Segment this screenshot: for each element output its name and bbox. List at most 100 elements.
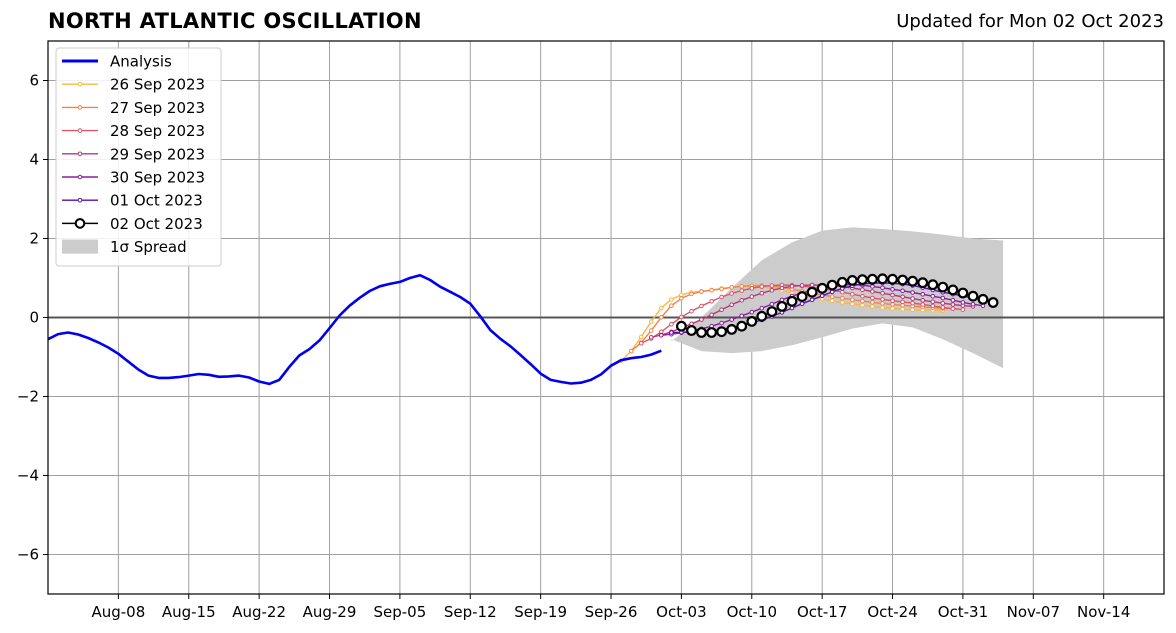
forecast-point-0-29 xyxy=(910,307,915,313)
legend-swatch-8 xyxy=(62,239,98,254)
forecast-point-0-24 xyxy=(860,302,865,308)
forecast-series xyxy=(618,280,996,364)
legend-item-7: 02 Oct 2023 xyxy=(62,215,203,233)
legend-marker-1 xyxy=(77,81,83,87)
legend-label-7: 02 Oct 2023 xyxy=(110,215,203,233)
forecast-point-2-23 xyxy=(870,295,875,301)
forecast-point-1-3 xyxy=(659,315,664,320)
latest-forecast-point-31 xyxy=(987,297,999,308)
forecast-point-4-27 xyxy=(930,293,936,299)
forecast-point-2-8 xyxy=(719,294,724,300)
forecast-point-4-9 xyxy=(749,309,755,315)
latest-forecast-point-11 xyxy=(786,295,798,307)
latest-forecast-point-2 xyxy=(696,327,707,338)
latest-forecast-point-22 xyxy=(897,274,908,286)
forecast-point-0-5 xyxy=(669,297,674,302)
legend-marker-4 xyxy=(77,151,83,157)
legend-marker-3 xyxy=(77,128,83,133)
legend-label-0: Analysis xyxy=(110,53,172,71)
forecast-point-3-11 xyxy=(759,290,765,296)
legend-marker-7 xyxy=(74,218,86,229)
latest-forecast-point-0 xyxy=(676,320,687,332)
x-tick-label-1: Aug-15 xyxy=(162,603,216,621)
forecast-point-3-4 xyxy=(689,321,694,327)
forecast-point-2-5 xyxy=(689,308,694,314)
latest-forecast-point-21 xyxy=(887,273,898,285)
latest-forecast-point-4 xyxy=(716,326,727,338)
forecast-point-4-22 xyxy=(880,285,885,291)
forecast-point-1-8 xyxy=(709,287,714,293)
forecast-point-5-12 xyxy=(789,305,795,311)
latest-forecast-point-24 xyxy=(917,277,929,289)
forecast-point-1-26 xyxy=(890,302,895,307)
legend-item-6: 01 Oct 2023 xyxy=(62,192,203,210)
latest-forecast-point-16 xyxy=(836,276,848,288)
latest-forecast-point-20 xyxy=(877,273,888,285)
legend-label-4: 29 Sep 2023 xyxy=(110,145,205,163)
legend-item-3: 28 Sep 2023 xyxy=(62,122,205,140)
y-tick-label-1: 4 xyxy=(29,151,39,169)
analysis-series xyxy=(47,273,662,386)
forecast-point-2-13 xyxy=(769,283,775,288)
forecast-point-0-27 xyxy=(890,306,895,311)
x-tick-label-6: Sep-19 xyxy=(514,603,567,621)
x-tick-label-10: Oct-17 xyxy=(797,603,847,621)
forecast-point-3-12 xyxy=(769,288,775,293)
forecast-point-0-25 xyxy=(870,304,875,309)
latest-forecast-series xyxy=(676,273,999,338)
forecast-point-3-10 xyxy=(749,294,755,299)
forecast-point-1-23 xyxy=(860,298,865,304)
legend-box xyxy=(55,47,222,267)
latest-forecast-point-3 xyxy=(706,327,717,338)
latest-forecast-point-27 xyxy=(947,284,959,296)
legend-item-5: 30 Sep 2023 xyxy=(62,169,205,187)
y-tick-label-2: 2 xyxy=(29,230,39,248)
forecast-point-0-21 xyxy=(829,298,835,304)
forecast-point-1-20 xyxy=(829,294,835,299)
chart-title: NORTH ATLANTIC OSCILLATION xyxy=(48,9,422,33)
forecast-point-3-13 xyxy=(779,285,785,291)
forecast-point-1-10 xyxy=(729,285,735,290)
forecast-point-2-24 xyxy=(880,297,885,302)
x-tick-label-12: Oct-31 xyxy=(938,603,988,621)
forecast-point-3-15 xyxy=(799,283,805,288)
latest-forecast-point-23 xyxy=(907,275,918,287)
forecast-point-5-15 xyxy=(819,293,825,299)
x-tick-label-3: Aug-29 xyxy=(303,603,357,621)
x-tick-label-7: Sep-26 xyxy=(585,603,638,621)
legend-item-2: 27 Sep 2023 xyxy=(62,99,205,117)
forecast-point-3-14 xyxy=(789,284,795,289)
x-tick-label-11: Oct-24 xyxy=(867,603,917,621)
forecast-point-4-7 xyxy=(729,317,735,322)
forecast-point-2-9 xyxy=(729,291,735,296)
legend-label-3: 28 Sep 2023 xyxy=(110,122,205,140)
forecast-point-3-24 xyxy=(890,292,895,298)
forecast-point-3-0 xyxy=(648,335,654,340)
forecast-point-3-22 xyxy=(870,289,875,294)
forecast-point-3-16 xyxy=(809,282,815,288)
x-tick-label-2: Aug-22 xyxy=(232,603,286,621)
forecast-point-2-22 xyxy=(860,293,865,299)
latest-forecast-point-17 xyxy=(846,275,858,286)
legend-item-1: 26 Sep 2023 xyxy=(62,76,205,94)
forecast-point-1-24 xyxy=(870,300,875,305)
latest-forecast-point-8 xyxy=(756,310,768,322)
x-tick-label-9: Oct-10 xyxy=(727,603,777,621)
forecast-point-2-29 xyxy=(930,303,936,309)
x-tick-label-5: Sep-12 xyxy=(444,603,497,621)
forecast-point-4-31 xyxy=(970,302,976,307)
x-tick-label-14: Nov-14 xyxy=(1077,603,1130,621)
forecast-point-0-26 xyxy=(880,305,885,310)
forecast-point-2-4 xyxy=(679,314,684,320)
forecast-point-3-27 xyxy=(920,298,926,303)
legend-item-8: 1σ Spread xyxy=(62,238,187,256)
forecast-point-2-20 xyxy=(840,289,845,295)
latest-forecast-point-10 xyxy=(776,301,788,312)
legend-label-1: 26 Sep 2023 xyxy=(110,76,205,94)
forecast-point-0-3 xyxy=(648,319,654,324)
forecast-point-1-9 xyxy=(719,286,724,292)
x-tick-label-4: Sep-05 xyxy=(374,603,427,621)
forecast-point-2-27 xyxy=(910,300,915,306)
forecast-point-2-12 xyxy=(759,284,765,289)
